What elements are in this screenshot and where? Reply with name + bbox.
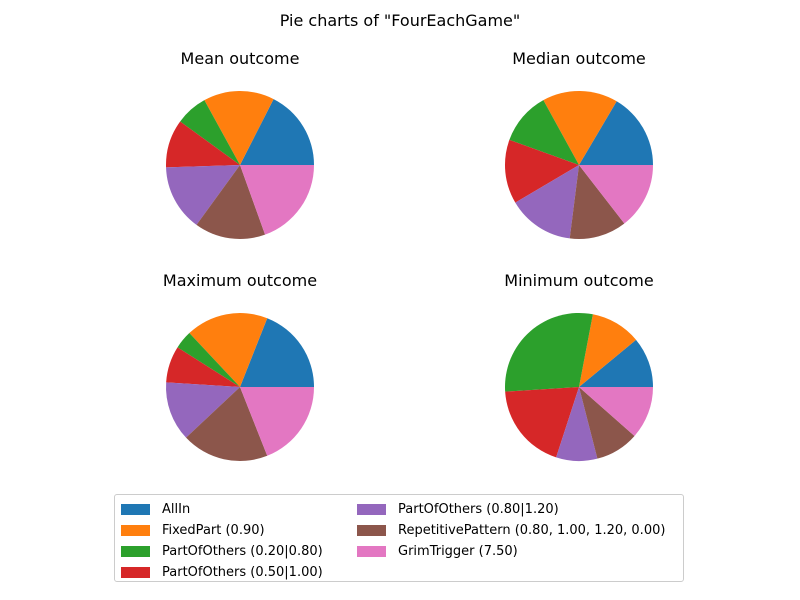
pie-chart-2: Median outcome xyxy=(504,49,653,240)
pie-slice-1 xyxy=(240,318,314,387)
pie-slice-4 xyxy=(505,387,579,458)
pie-slice-4 xyxy=(166,121,240,168)
legend-swatch xyxy=(121,567,150,578)
pie-slice-3 xyxy=(509,100,579,165)
pie-slice-7 xyxy=(579,387,653,436)
pie-slice-1 xyxy=(240,99,314,165)
legend-label: GrimTrigger (7.50) xyxy=(398,544,518,559)
pie-slice-1 xyxy=(579,339,653,387)
legend-item: AllIn xyxy=(121,499,323,520)
pie-slice-1 xyxy=(579,101,653,165)
legend-item: PartOfOthers (0.20|0.80) xyxy=(121,541,323,562)
pie-slice-3 xyxy=(505,312,593,392)
pie-slice-6 xyxy=(186,387,268,461)
legend-label: FixedPart (0.90) xyxy=(162,523,265,538)
pie-chart-4: Minimum outcome xyxy=(504,271,654,462)
pie-slice-3 xyxy=(180,100,240,165)
pie-slice-5 xyxy=(515,165,579,239)
legend-swatch xyxy=(121,546,150,557)
legend-swatch xyxy=(121,504,150,515)
pie-slice-6 xyxy=(579,387,635,459)
legend-swatch xyxy=(357,546,386,557)
pie-slice-7 xyxy=(240,165,314,235)
pie-slice-7 xyxy=(579,165,653,224)
legend-column-left: AllIn FixedPart (0.90) PartOfOthers (0.20|… xyxy=(121,499,323,583)
legend-column-right: PartOfOthers (0.80|1.20) RepetitivePatter… xyxy=(357,499,665,562)
pie-slice-5 xyxy=(166,165,240,225)
figure-title: Pie charts of "FourEachGame" xyxy=(280,11,521,30)
pie-slice-6 xyxy=(196,165,266,240)
pie-title: Median outcome xyxy=(512,49,646,68)
legend-label: AllIn xyxy=(162,502,191,517)
legend-item: GrimTrigger (7.50) xyxy=(357,541,665,562)
pie-slice-4 xyxy=(166,347,240,387)
pie-chart-3: Maximum outcome xyxy=(163,271,317,461)
pie-chart-1: Mean outcome xyxy=(166,49,314,240)
legend-item: PartOfOthers (0.80|1.20) xyxy=(357,499,665,520)
legend-label: PartOfOthers (0.20|0.80) xyxy=(162,544,323,559)
legend-item: PartOfOthers (0.50|1.00) xyxy=(121,562,323,583)
pie-slice-2 xyxy=(204,90,274,165)
pie-slice-3 xyxy=(177,333,240,387)
pie-title: Mean outcome xyxy=(181,49,300,68)
pie-title: Minimum outcome xyxy=(504,271,653,290)
legend-item: RepetitivePattern (0.80, 1.00, 1.20, 0.0… xyxy=(357,520,665,541)
pie-slice-2 xyxy=(543,91,617,165)
legend-swatch xyxy=(357,525,386,536)
pie-charts: Mean outcome Median outcome Maximum outcom… xyxy=(163,49,654,462)
legend-label: PartOfOthers (0.50|1.00) xyxy=(162,565,323,580)
pie-slice-7 xyxy=(240,387,314,456)
legend-swatch xyxy=(357,504,386,515)
legend-item: FixedPart (0.90) xyxy=(121,520,323,541)
legend-label: RepetitivePattern (0.80, 1.00, 1.20, 0.0… xyxy=(398,523,666,538)
legend-label: PartOfOthers (0.80|1.20) xyxy=(398,502,559,517)
legend: AllIn FixedPart (0.90) PartOfOthers (0.20|… xyxy=(114,494,684,582)
pie-slice-5 xyxy=(166,382,240,438)
pie-slice-2 xyxy=(579,314,637,387)
pie-title: Maximum outcome xyxy=(163,271,317,290)
pie-slice-5 xyxy=(556,387,598,462)
legend-swatch xyxy=(121,525,150,536)
pie-slice-2 xyxy=(189,313,268,387)
pie-slice-6 xyxy=(569,165,625,240)
pie-slice-4 xyxy=(504,139,579,203)
